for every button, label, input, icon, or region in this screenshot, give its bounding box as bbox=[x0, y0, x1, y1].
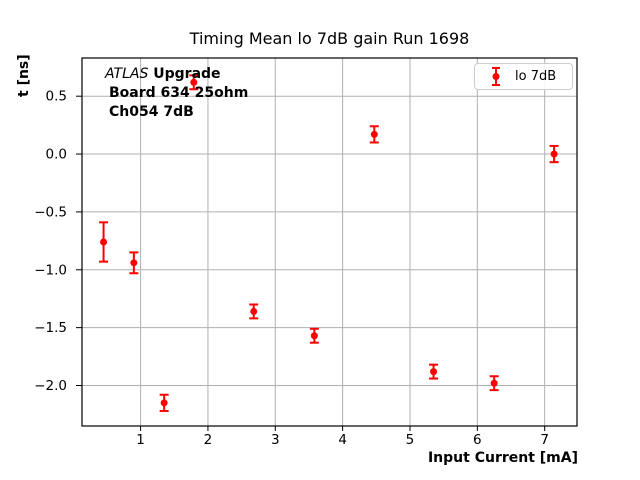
annotation-channel: Ch054 7dB bbox=[109, 104, 194, 120]
y-tick-label: −2.0 bbox=[34, 378, 67, 394]
x-tick-label: 5 bbox=[406, 432, 415, 448]
annotation-board: Board 634 25ohm bbox=[109, 85, 249, 101]
annotation-line-1: ATLAS Upgrade bbox=[105, 65, 248, 84]
data-point bbox=[550, 150, 558, 158]
data-point bbox=[130, 259, 138, 267]
y-tick-label: 0.5 bbox=[46, 89, 67, 105]
x-tick-label: 3 bbox=[271, 432, 280, 448]
chart-title: Timing Mean lo 7dB gain Run 1698 bbox=[189, 29, 470, 48]
y-tick-label: −1.0 bbox=[34, 262, 67, 278]
data-point bbox=[370, 130, 378, 138]
legend: lo 7dB bbox=[474, 63, 573, 90]
axes-frame bbox=[81, 57, 578, 427]
data-point bbox=[490, 379, 498, 387]
data-point bbox=[310, 332, 318, 340]
y-tick-label: −1.5 bbox=[34, 320, 67, 336]
data-point bbox=[190, 78, 198, 86]
x-tick-label: 7 bbox=[540, 432, 549, 448]
y-tick-label: 0.0 bbox=[46, 147, 67, 163]
x-tick-label: 6 bbox=[473, 432, 482, 448]
annotation: ATLAS Upgrade Board 634 25ohm Ch054 7dB bbox=[105, 65, 248, 122]
x-tick-label: 4 bbox=[338, 432, 347, 448]
x-tick-label: 1 bbox=[136, 432, 145, 448]
legend-label: lo 7dB bbox=[515, 69, 557, 84]
x-axis-label: Input Current [mA] bbox=[427, 450, 578, 466]
data-point bbox=[250, 307, 258, 315]
data-point bbox=[430, 368, 438, 376]
x-tick-label: 2 bbox=[204, 432, 213, 448]
errorbar-marker-icon bbox=[492, 67, 500, 86]
y-axis-label: t [ns] bbox=[16, 54, 32, 97]
data-point bbox=[100, 238, 108, 246]
y-tick-label: −0.5 bbox=[34, 204, 67, 220]
annotation-upgrade: Upgrade bbox=[153, 66, 221, 82]
annotation-experiment: ATLAS bbox=[105, 66, 149, 82]
data-point bbox=[160, 399, 168, 407]
